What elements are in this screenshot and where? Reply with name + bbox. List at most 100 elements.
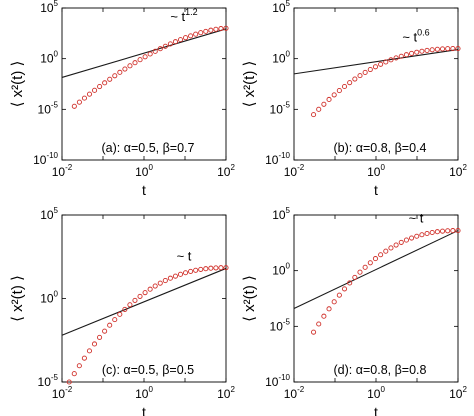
data-point [162,43,168,49]
data-point [177,37,184,43]
panel-label: (c): α=0.5, β=0.5 [102,363,194,377]
data-point [367,66,373,73]
data-point [393,242,399,248]
data-point [311,329,317,335]
x-tick-label: 100 [135,163,153,179]
data-point [167,275,173,281]
x-tick-label: 102 [449,385,467,401]
data-point [152,48,158,54]
data-point [341,83,348,90]
reference-line-label: ~ t [409,211,424,226]
data-point [362,69,368,76]
y-tick-label: 10-5 [270,100,291,116]
data-point [403,52,409,58]
data-point [403,237,409,243]
data-point [424,230,430,237]
data-point [455,228,461,234]
data-point [450,46,456,52]
data-point [321,313,327,319]
data-point [122,306,128,312]
data-point [137,57,143,63]
data-point [450,228,456,234]
reference-line-label: ~ t0.6 [402,28,429,45]
data-point [86,91,93,97]
data-point [311,112,317,118]
data-point [372,256,379,262]
data-point [398,239,404,245]
data-point [102,80,108,86]
data-point [112,317,118,323]
data-point [434,46,440,52]
y-axis-label: ⟨ x²(t) ⟩ [9,61,26,108]
data-point [434,229,440,235]
data-point [352,76,358,82]
data-point [152,283,158,289]
y-axis-label: ⟨ x²(t) ⟩ [241,61,258,108]
data-point [439,46,446,52]
data-point [326,306,332,312]
data-point [362,264,368,270]
data-point [117,69,123,75]
data-point [92,87,98,93]
data-point [66,379,72,385]
data-point [188,33,194,39]
data-point [357,73,363,79]
data-point [218,26,224,32]
x-tick-label: 100 [135,385,153,401]
x-axis-label: t [374,182,378,198]
data-point [388,245,394,251]
data-point [388,57,394,63]
y-tick-label: 10-5 [270,317,291,333]
x-axis-label: t [142,404,146,416]
data-point [409,235,415,241]
data-point [208,27,214,33]
data-point [378,252,384,258]
data-point [183,35,189,41]
data-point [429,229,435,236]
y-tick-label: 105 [272,0,290,15]
data-point [326,96,332,103]
data-point [213,26,219,32]
data-point [419,232,425,238]
data-point [142,54,148,60]
y-tick-label: 105 [40,0,58,15]
data-point [439,228,446,234]
data-point [203,28,209,34]
data-point [445,228,451,234]
axes-frame [293,214,459,383]
data-point [213,265,219,271]
x-tick-label: 102 [217,163,235,179]
data-point [336,292,342,298]
data-point [97,83,103,90]
data-point [208,265,214,271]
x-tick-label: 102 [217,385,235,401]
data-point [398,53,404,59]
data-point [76,99,82,105]
data-point [102,328,108,334]
y-tick-label: 105 [40,206,58,222]
data-point [372,64,379,70]
data-point [203,266,209,272]
y-tick-label: 10-10 [33,151,58,167]
data-point [321,101,327,107]
data-point [107,322,113,328]
reference-line [61,28,227,78]
panel-3: 10-2 100 102 10-5 100 105 t ⟨ x²(t) ⟩ ~ t (c): α=… [9,206,235,416]
panel-label: (a): α=0.5, β=0.7 [102,141,195,155]
data-point [198,266,204,272]
data-point [424,47,430,53]
x-tick-label: 10-2 [284,385,305,401]
data-point [137,293,143,299]
data-point [182,270,189,276]
data-point [132,60,138,66]
data-point [172,39,178,45]
data-point [188,268,194,274]
x-axis-label: t [374,404,378,416]
y-tick-label: 100 [272,50,290,66]
data-point [117,311,123,317]
data-point [157,280,163,286]
data-point [445,46,451,52]
data-point [429,47,435,53]
data-point [331,299,337,305]
